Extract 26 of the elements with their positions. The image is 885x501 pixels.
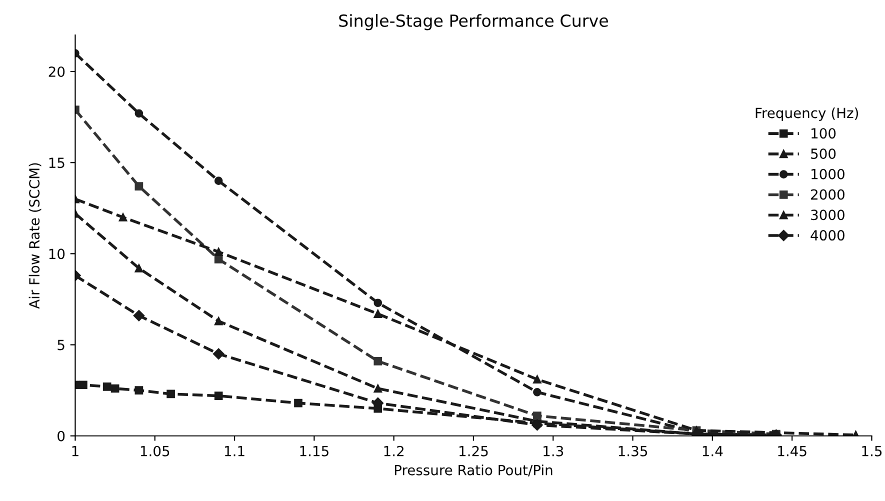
legend-title: Frequency (Hz) xyxy=(756,107,858,121)
chart-title: Single-Stage Performance Curve xyxy=(339,14,608,30)
x-tick-label: 1 xyxy=(72,446,78,456)
x-tick-label: 1.2 xyxy=(384,446,404,456)
x-tick-label: 1.05 xyxy=(140,446,170,456)
legend-label: 3000 xyxy=(811,210,844,220)
x-tick-label: 1.5 xyxy=(862,446,882,456)
x-tick-label: 1.25 xyxy=(460,446,488,456)
legend-label: 4000 xyxy=(810,230,844,241)
x-tick-label: 1.4 xyxy=(702,446,723,456)
y-axis-title: Air Flow Rate (SCCM) xyxy=(28,163,42,309)
legend-label: 1000 xyxy=(812,168,844,180)
x-tick-label: 1.35 xyxy=(618,446,648,456)
y-tick-label: 20 xyxy=(48,66,65,77)
legend-label: 100 xyxy=(812,128,836,139)
legend-label: 500 xyxy=(811,148,836,159)
x-axis-title: Pressure Ratio Pout/Pin xyxy=(394,464,552,476)
x-tick-label: 1.1 xyxy=(225,446,244,456)
y-tick-label: 0 xyxy=(58,430,65,442)
x-tick-label: 1.3 xyxy=(544,446,564,456)
y-tick-label: 10 xyxy=(49,248,65,260)
x-tick-label: 1.15 xyxy=(300,446,328,456)
legend-label: 2000 xyxy=(811,189,844,200)
y-tick-label: 15 xyxy=(49,158,64,168)
y-tick-label: 5 xyxy=(58,340,64,350)
x-tick-label: 1.45 xyxy=(778,446,806,456)
